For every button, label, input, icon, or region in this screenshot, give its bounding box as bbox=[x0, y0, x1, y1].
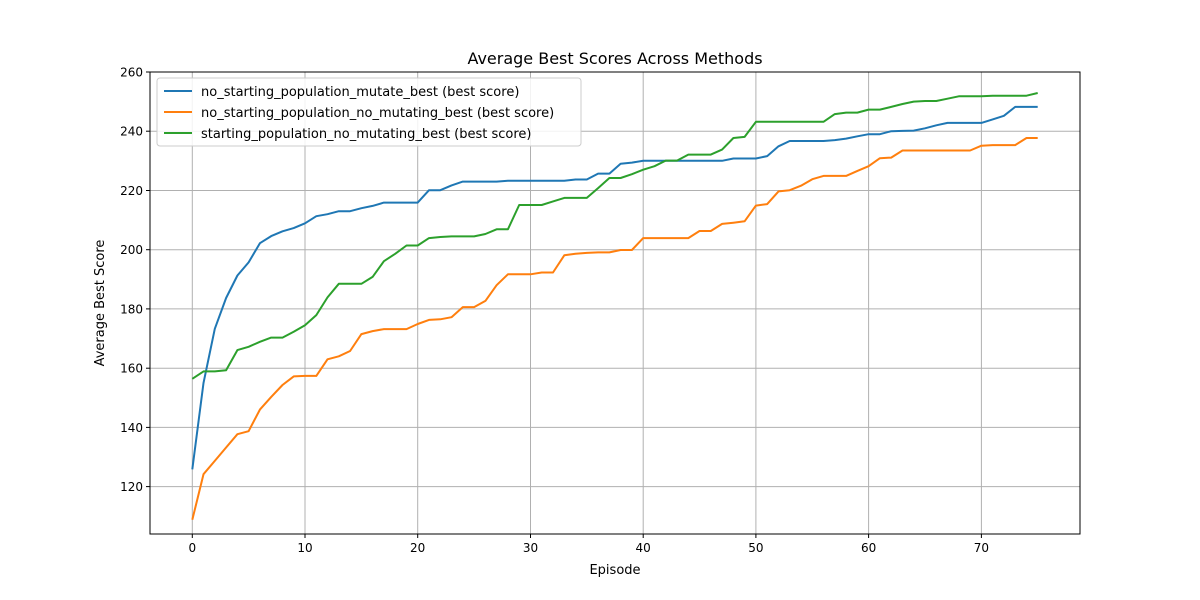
plot-frame bbox=[149, 71, 1081, 535]
series-line-3 bbox=[191, 92, 1038, 380]
x-tick-label: 60 bbox=[861, 541, 876, 555]
y-tick-label: 260 bbox=[120, 66, 143, 80]
x-axis-label: Episode bbox=[589, 563, 640, 578]
chart-title: Average Best Scores Across Methods bbox=[467, 49, 762, 68]
x-tick-label: 30 bbox=[523, 541, 538, 555]
legend-label-3: starting_population_no_mutating_best (be… bbox=[201, 127, 532, 142]
legend-entries: no_starting_population_mutate_best (best… bbox=[164, 85, 554, 142]
series-lines bbox=[191, 92, 1038, 521]
legend-label-2: no_starting_population_no_mutating_best … bbox=[201, 106, 554, 121]
x-tick-label: 20 bbox=[410, 541, 425, 555]
axis-ticks: 0 10 20 30 40 50 60 70 120 140 160 180 200 220 240 260 bbox=[120, 66, 989, 556]
y-tick-label: 240 bbox=[120, 125, 143, 139]
y-tick-label: 160 bbox=[120, 362, 143, 376]
y-axis-label: Average Best Score bbox=[93, 240, 108, 367]
y-tick-label: 220 bbox=[120, 184, 143, 198]
series-line-2 bbox=[191, 137, 1038, 521]
y-tick-label: 140 bbox=[120, 421, 143, 435]
y-tick-label: 120 bbox=[120, 480, 143, 494]
legend-label-1: no_starting_population_mutate_best (best… bbox=[201, 85, 519, 100]
series-line-1 bbox=[191, 105, 1038, 470]
y-tick-label: 200 bbox=[120, 243, 143, 257]
x-tick-label: 40 bbox=[636, 541, 651, 555]
grid bbox=[150, 71, 1080, 534]
legend: no_starting_population_mutate_best (best… bbox=[156, 77, 582, 147]
legend-box bbox=[156, 77, 582, 147]
y-tick-label: 180 bbox=[120, 302, 143, 316]
x-tick-label: 0 bbox=[188, 541, 196, 555]
x-tick-label: 50 bbox=[748, 541, 763, 555]
x-tick-label: 70 bbox=[974, 541, 989, 555]
x-tick-label: 10 bbox=[297, 541, 312, 555]
